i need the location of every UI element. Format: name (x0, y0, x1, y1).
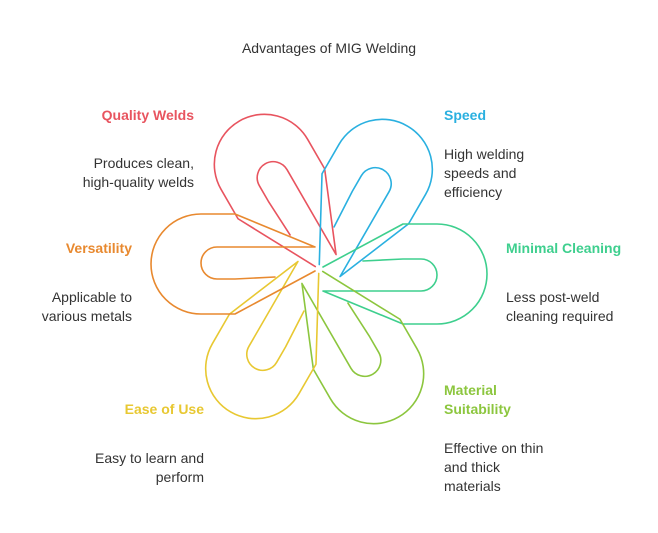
material-suitability-desc: Effective on thin and thick materials (444, 440, 544, 494)
versatility-label: Versatility (65, 240, 132, 256)
speed-desc: High welding speeds and efficiency (444, 146, 525, 200)
material-suitability-loop (301, 270, 425, 425)
material-suitability-label: Material Suitability (444, 382, 511, 417)
speed-label: Speed (444, 107, 487, 123)
speed-loop (318, 118, 434, 278)
minimal-cleaning-loop (322, 223, 488, 325)
diagram-title: Advantages of MIG Welding (241, 40, 417, 56)
ease-of-use-label: Ease of Use (124, 401, 204, 417)
versatility-desc: Applicable to various metals (41, 289, 132, 324)
quality-welds-label: Quality Welds (101, 107, 194, 123)
versatility-loop (150, 213, 316, 315)
ease-of-use-desc: Easy to learn and perform (95, 450, 204, 485)
ease-of-use-loop (204, 260, 320, 420)
minimal-cleaning-label: Minimal Cleaning (506, 240, 622, 256)
quality-welds-loop (213, 113, 337, 268)
quality-welds-desc: Produces clean, high-quality welds (82, 155, 194, 190)
minimal-cleaning-desc: Less post-weld cleaning required (506, 289, 614, 324)
